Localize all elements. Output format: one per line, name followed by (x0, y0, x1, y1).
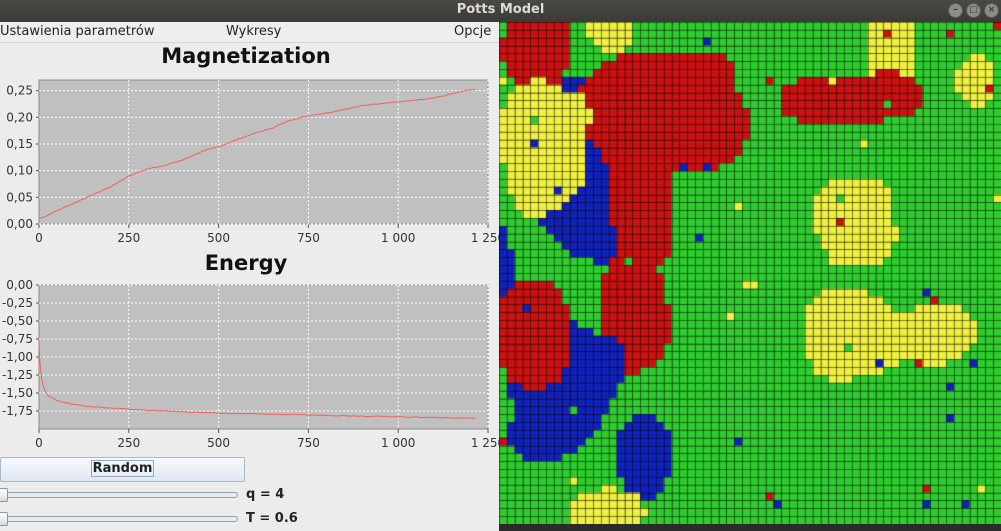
q-slider[interactable] (0, 488, 238, 502)
q-value-label: q = 4 (246, 487, 285, 502)
y-tick-label: 0,10 (6, 164, 33, 178)
x-tick-label: 250 (117, 231, 140, 245)
series-line (38, 342, 476, 420)
temperature-value-label: T = 0.6 (246, 511, 298, 526)
potts-lattice (499, 22, 1001, 524)
x-tick-label: 1 250 (471, 436, 499, 450)
y-tick-label: 0,20 (6, 110, 33, 124)
menu-options[interactable]: Opcje (454, 24, 492, 39)
y-tick-label: -1,25 (2, 368, 33, 382)
magnetization-chart-title: Magnetization (161, 44, 331, 68)
x-tick-label: 750 (297, 436, 320, 450)
y-tick-label: -1,75 (2, 404, 33, 418)
plot-area (38, 79, 489, 225)
magnetization-chart: 0 250 500 750 1 000 1 250 0,00 0,05 0,10 0,15 0,20… (6, 79, 499, 245)
y-tick-label: 0,00 (6, 278, 33, 292)
menu-parameter-settings[interactable]: Ustawienia parametrów (0, 24, 155, 39)
menu-charts[interactable]: Wykresy (226, 24, 282, 39)
q-slider-knob[interactable] (0, 488, 8, 502)
x-tick-label: 750 (297, 231, 320, 245)
minimize-icon[interactable]: – (948, 3, 963, 18)
y-tick-label: 0,05 (6, 190, 33, 204)
y-tick-label: -0,25 (2, 296, 33, 310)
y-tick-label: 0,15 (6, 137, 33, 151)
maximize-icon[interactable]: □ (966, 3, 981, 18)
y-tick-label: -1,00 (2, 350, 33, 364)
series-line (38, 89, 476, 220)
y-tick-label: 0,00 (6, 217, 33, 231)
random-button-label: Random (90, 460, 155, 477)
x-tick-label: 0 (35, 436, 43, 450)
energy-chart-title: Energy (204, 251, 288, 275)
temperature-slider[interactable] (0, 512, 238, 526)
random-button[interactable]: Random (0, 457, 245, 482)
window-title: Potts Model (456, 2, 545, 17)
energy-chart: 0 250 500 750 1 000 1 250 0,00 -0,25 -0,50 -0,75 -… (2, 278, 499, 450)
x-tick-label: 250 (117, 436, 140, 450)
window-titlebar: Potts Model – □ × (0, 0, 1001, 22)
x-tick-label: 0 (35, 231, 43, 245)
lattice-bottom-border (499, 524, 1001, 531)
x-tick-label: 1 250 (471, 231, 499, 245)
y-tick-label: -1,50 (2, 386, 33, 400)
x-tick-label: 500 (207, 231, 230, 245)
x-tick-label: 1 000 (381, 231, 415, 245)
x-tick-label: 1 000 (381, 436, 415, 450)
y-tick-label: 0,25 (6, 84, 33, 98)
x-tick-label: 500 (207, 436, 230, 450)
close-icon[interactable]: × (984, 3, 999, 18)
menubar: Ustawienia parametrów Wykresy Opcje (0, 22, 499, 43)
y-tick-label: -0,50 (2, 314, 33, 328)
temperature-slider-knob[interactable] (0, 512, 8, 526)
y-tick-label: -0,75 (2, 332, 33, 346)
